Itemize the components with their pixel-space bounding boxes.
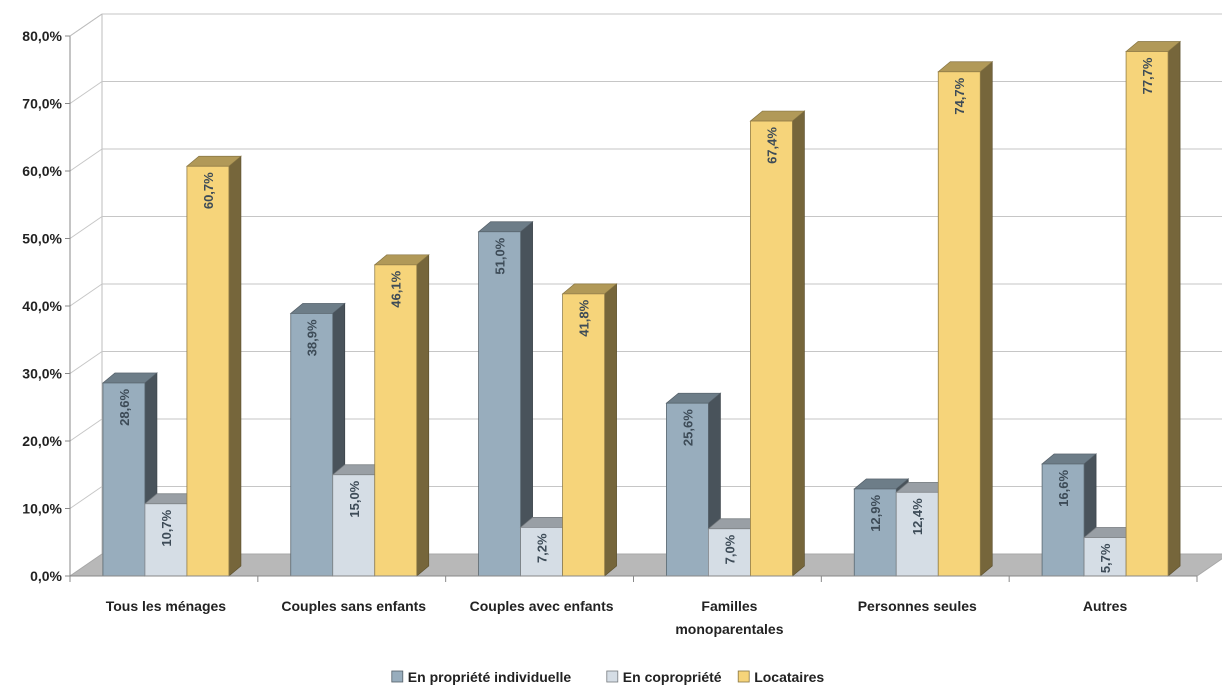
x-category-label-line: Tous les ménages bbox=[106, 598, 227, 614]
y-tick-label: 10,0% bbox=[22, 501, 62, 517]
x-category-label-line: Personnes seules bbox=[858, 598, 977, 614]
legend-label: En propriété individuelle bbox=[408, 669, 572, 685]
y-tick-label: 20,0% bbox=[22, 433, 62, 449]
legend-label: En copropriété bbox=[623, 669, 722, 685]
bar bbox=[853, 488, 897, 577]
x-category-label: Familles monoparentales bbox=[675, 598, 783, 637]
y-tick-label: 70,0% bbox=[22, 96, 62, 112]
axes: 0,0% 10,0% 20,0% 30,0% 40,0% 50,0% 60,0% 70,0% 8… bbox=[22, 13, 1198, 637]
x-category-label: Personnes seules bbox=[858, 598, 977, 614]
y-tick-label: 60,0% bbox=[22, 163, 62, 179]
x-category-label-line: monoparentales bbox=[675, 621, 783, 637]
data-label: 41,8% bbox=[577, 299, 592, 336]
y-tick-label: 50,0% bbox=[22, 231, 62, 247]
data-label: 51,0% bbox=[493, 237, 508, 274]
x-category-label-line: Autres bbox=[1083, 598, 1128, 614]
x-category-label-line: Couples sans enfants bbox=[281, 598, 426, 614]
data-label: 60,7% bbox=[201, 172, 216, 209]
y-tick-label: 30,0% bbox=[22, 366, 62, 382]
data-label: 38,9% bbox=[305, 319, 320, 356]
bars bbox=[101, 40, 1182, 577]
legend-swatch bbox=[391, 670, 404, 683]
bar-group bbox=[101, 155, 242, 577]
legend-item: En copropriété bbox=[606, 669, 722, 685]
y-tick-label: 0,0% bbox=[30, 568, 62, 584]
x-category-label: Couples avec enfants bbox=[470, 598, 614, 614]
gridline-side bbox=[69, 81, 103, 104]
bar bbox=[290, 313, 334, 577]
bar bbox=[750, 120, 793, 577]
data-label: 46,1% bbox=[389, 270, 404, 307]
gridline-side bbox=[69, 148, 103, 172]
data-label: 77,7% bbox=[1140, 57, 1155, 94]
bar-side bbox=[792, 110, 805, 577]
gridline-side bbox=[69, 283, 103, 307]
legend-swatch bbox=[606, 670, 619, 683]
bar-group bbox=[1041, 40, 1182, 577]
data-label: 28,6% bbox=[117, 389, 132, 426]
bar-side bbox=[228, 155, 242, 577]
data-label: 7,2% bbox=[535, 533, 550, 563]
x-category-label-line: Couples avec enfants bbox=[470, 598, 614, 614]
x-category-label-line: Familles bbox=[701, 598, 757, 614]
gridline-side bbox=[69, 418, 103, 442]
legend: En propriété individuelle En copropriété L… bbox=[391, 669, 824, 685]
data-label: 7,0% bbox=[722, 534, 737, 564]
gridline-side bbox=[69, 486, 103, 509]
bar-side bbox=[979, 61, 993, 577]
bar-group bbox=[477, 221, 618, 577]
bar-side bbox=[604, 283, 617, 577]
bar bbox=[186, 165, 230, 577]
data-label: 67,4% bbox=[764, 127, 779, 164]
bar-group bbox=[853, 61, 994, 577]
bar bbox=[1125, 51, 1169, 577]
gridline-side bbox=[69, 351, 103, 374]
bar bbox=[102, 382, 146, 577]
bar-group bbox=[665, 110, 806, 577]
data-label: 10,7% bbox=[159, 509, 174, 546]
bar-side bbox=[416, 254, 430, 577]
bar bbox=[478, 231, 521, 577]
data-label: 74,7% bbox=[952, 77, 967, 114]
bar bbox=[937, 71, 981, 577]
x-category-label: Couples sans enfants bbox=[281, 598, 426, 614]
data-label: 5,7% bbox=[1098, 543, 1113, 573]
bar bbox=[562, 293, 605, 577]
legend-item: Locataires bbox=[737, 669, 824, 685]
bar bbox=[374, 264, 418, 577]
bar bbox=[332, 474, 376, 577]
bar bbox=[1083, 537, 1127, 577]
y-tick-label: 40,0% bbox=[22, 298, 62, 314]
bar bbox=[520, 527, 563, 577]
bar-side bbox=[1167, 40, 1181, 577]
data-label: 15,0% bbox=[347, 480, 362, 517]
x-category-label: Autres bbox=[1083, 598, 1128, 614]
legend-item: En propriété individuelle bbox=[391, 669, 572, 685]
y-tick-label: 80,0% bbox=[22, 28, 62, 44]
x-category-label: Tous les ménages bbox=[106, 598, 227, 614]
bar bbox=[666, 402, 709, 577]
legend-swatch bbox=[737, 670, 750, 683]
bar-group bbox=[289, 254, 430, 577]
data-label: 12,9% bbox=[868, 494, 883, 531]
legend-label: Locataires bbox=[754, 669, 824, 685]
value-labels: 28,6% 10,7% 60,7% 38,9% 15,0% 46,1% 51,0% 7,2% 4… bbox=[117, 57, 1155, 573]
data-label: 16,6% bbox=[1056, 470, 1071, 507]
side-wall-top bbox=[69, 13, 103, 37]
data-label: 25,6% bbox=[680, 409, 695, 446]
gridline-side bbox=[69, 216, 103, 239]
data-label: 12,4% bbox=[910, 498, 925, 535]
